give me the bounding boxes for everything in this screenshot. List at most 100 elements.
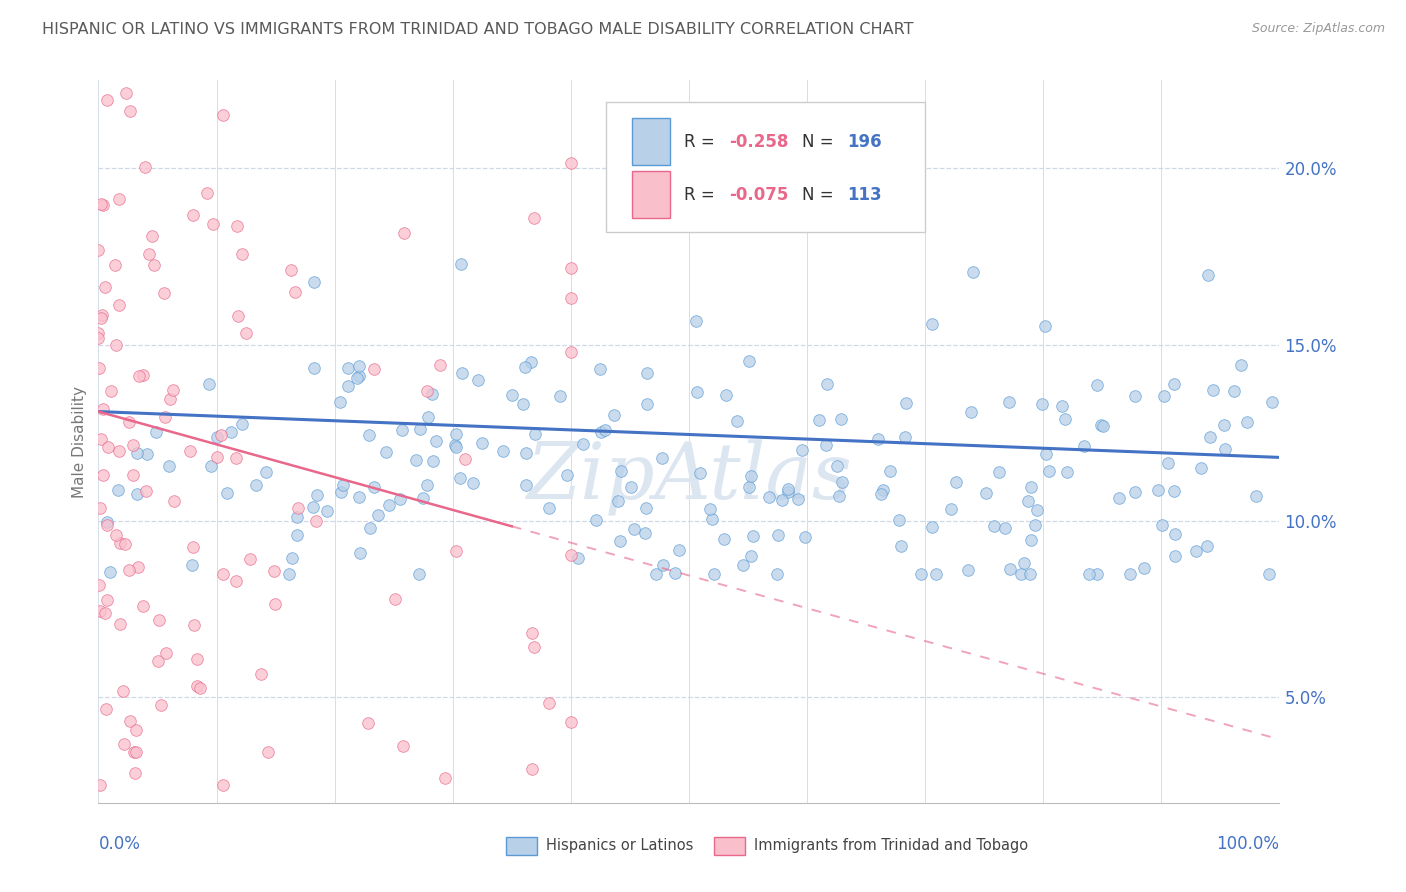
Point bbox=[285, 528, 308, 542]
Point bbox=[87, 578, 110, 592]
Point bbox=[225, 450, 247, 465]
Point bbox=[548, 389, 571, 403]
Point bbox=[112, 684, 135, 698]
Point bbox=[346, 371, 368, 385]
Point bbox=[108, 536, 131, 550]
Point bbox=[118, 714, 141, 728]
Point bbox=[287, 500, 309, 515]
Point bbox=[623, 522, 645, 536]
Point bbox=[738, 353, 761, 368]
Text: R =: R = bbox=[685, 186, 720, 203]
Point bbox=[1123, 389, 1146, 403]
Point bbox=[758, 490, 780, 504]
Point bbox=[1189, 460, 1212, 475]
Point bbox=[689, 466, 711, 480]
Point bbox=[467, 373, 489, 387]
FancyBboxPatch shape bbox=[606, 102, 925, 232]
Text: ZipAtlas: ZipAtlas bbox=[526, 440, 852, 516]
Point bbox=[183, 541, 205, 555]
Point bbox=[384, 592, 406, 607]
Point bbox=[1153, 389, 1175, 403]
Point bbox=[349, 546, 371, 560]
Point bbox=[434, 771, 457, 785]
Point bbox=[1164, 549, 1187, 564]
Point bbox=[135, 447, 157, 461]
Point bbox=[416, 478, 439, 492]
Point bbox=[603, 408, 626, 422]
Point bbox=[685, 384, 707, 399]
Point bbox=[183, 208, 205, 222]
Point bbox=[1019, 566, 1042, 581]
Point bbox=[776, 482, 799, 496]
Point bbox=[713, 533, 735, 547]
Point bbox=[515, 445, 537, 459]
Point bbox=[1010, 566, 1032, 581]
Point bbox=[921, 519, 943, 533]
Text: -0.075: -0.075 bbox=[730, 186, 789, 203]
Point bbox=[589, 362, 612, 376]
Point bbox=[256, 745, 278, 759]
Point bbox=[998, 562, 1021, 576]
Point bbox=[962, 265, 984, 279]
Point bbox=[205, 450, 228, 464]
Point bbox=[1123, 485, 1146, 500]
Point bbox=[1236, 415, 1258, 429]
Point bbox=[162, 383, 184, 397]
Point bbox=[513, 359, 536, 374]
Point bbox=[1261, 395, 1284, 409]
Point bbox=[910, 566, 932, 581]
Point bbox=[212, 108, 235, 122]
Point bbox=[589, 425, 612, 439]
Point bbox=[90, 311, 112, 326]
Point bbox=[523, 640, 546, 654]
Text: HISPANIC OR LATINO VS IMMIGRANTS FROM TRINIDAD AND TOBAGO MALE DISABILITY CORREL: HISPANIC OR LATINO VS IMMIGRANTS FROM TR… bbox=[42, 22, 914, 37]
Point bbox=[332, 478, 354, 492]
Point bbox=[651, 558, 673, 572]
Point bbox=[87, 361, 110, 376]
Point bbox=[392, 739, 415, 753]
Point bbox=[367, 508, 389, 522]
Point bbox=[125, 723, 148, 737]
Point bbox=[202, 218, 225, 232]
Point bbox=[1157, 456, 1180, 470]
Text: 113: 113 bbox=[848, 186, 882, 203]
Point bbox=[444, 544, 467, 558]
Point bbox=[828, 489, 851, 503]
Point bbox=[1213, 417, 1236, 432]
Point bbox=[94, 702, 117, 716]
Point bbox=[89, 778, 111, 792]
Point bbox=[91, 308, 114, 322]
Point bbox=[329, 395, 352, 409]
Point bbox=[212, 778, 235, 792]
Point bbox=[740, 549, 762, 563]
Point bbox=[1017, 494, 1039, 508]
Point bbox=[284, 285, 307, 299]
Point bbox=[560, 156, 582, 170]
Point bbox=[560, 715, 582, 730]
Point bbox=[359, 521, 381, 535]
Point bbox=[523, 211, 546, 225]
Point bbox=[91, 198, 114, 212]
Point bbox=[571, 436, 593, 450]
Point bbox=[108, 297, 131, 311]
Point bbox=[987, 465, 1010, 479]
FancyBboxPatch shape bbox=[633, 118, 671, 165]
Point bbox=[894, 430, 917, 444]
Point bbox=[416, 410, 439, 425]
Point bbox=[125, 745, 148, 759]
Point bbox=[731, 558, 754, 573]
Point bbox=[444, 441, 467, 455]
Point bbox=[96, 515, 118, 529]
Point bbox=[159, 392, 181, 407]
Point bbox=[636, 397, 658, 411]
Point bbox=[263, 564, 285, 578]
Point bbox=[1031, 397, 1053, 411]
Point bbox=[205, 429, 228, 443]
Point bbox=[766, 528, 789, 542]
Point bbox=[567, 551, 589, 566]
Text: N =: N = bbox=[803, 186, 839, 203]
Point bbox=[302, 500, 325, 515]
Point bbox=[148, 613, 170, 627]
Point bbox=[231, 417, 253, 431]
Point bbox=[609, 533, 631, 548]
